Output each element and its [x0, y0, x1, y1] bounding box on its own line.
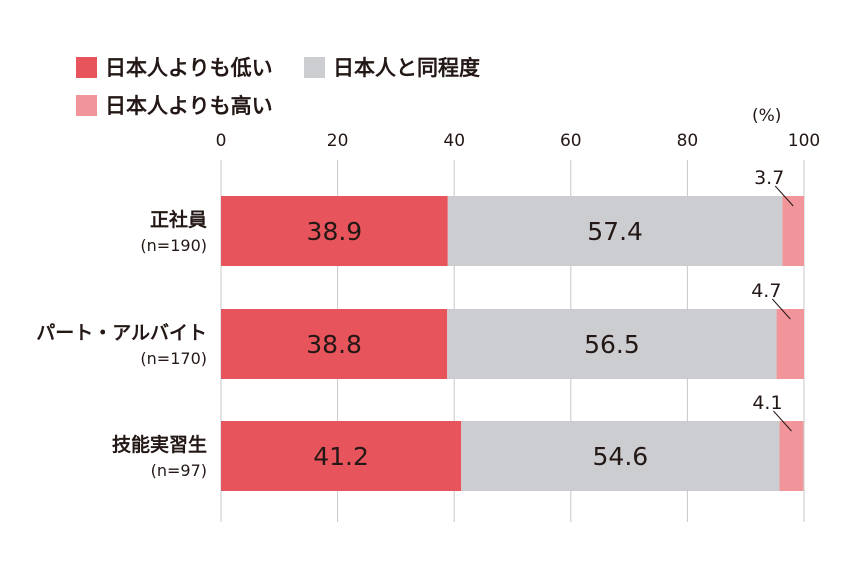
category-label: パート・アルバイト [36, 322, 207, 344]
legend-label-same: 日本人と同程度 [333, 56, 480, 80]
category-label: 技能実習生 [112, 433, 207, 456]
legend-label-lower: 日本人よりも低い [105, 56, 273, 80]
legend-swatch-higher [76, 94, 97, 116]
x-tick-label: 20 [327, 131, 349, 151]
legend-item-lower: 日本人よりも低い [76, 52, 273, 82]
category-label: 正社員 [150, 208, 207, 231]
legend-item-higher: 日本人よりも高い [76, 90, 273, 120]
bar-segment [447, 309, 777, 379]
x-tick-label: 80 [677, 131, 699, 151]
x-tick-label: 60 [560, 131, 582, 151]
legend-label-higher: 日本人よりも高い [105, 94, 273, 118]
bar-segment [461, 421, 780, 491]
bar-segment [447, 196, 783, 266]
data-label: 57.4 [587, 217, 643, 246]
bar-segment [776, 309, 804, 379]
data-label: 38.8 [306, 330, 362, 359]
legend-swatch-lower [76, 56, 97, 78]
legend-item-same: 日本人と同程度 [304, 52, 480, 82]
bar-segment [779, 421, 804, 491]
x-tick-label: 40 [443, 131, 465, 151]
data-label: 3.7 [754, 167, 784, 189]
category-n-label: (n=190) [140, 236, 207, 255]
bar-segment [221, 421, 462, 491]
leader-line [773, 410, 792, 432]
category-n-label: (n=170) [140, 349, 207, 368]
legend: 日本人よりも低い 日本人と同程度 日本人よりも高い [76, 52, 596, 124]
data-label: 38.9 [307, 217, 363, 246]
category-n-label: (n=97) [151, 461, 207, 480]
data-label: 54.6 [593, 442, 649, 471]
data-label: 41.2 [313, 442, 369, 471]
bar-segment [782, 196, 804, 266]
legend-swatch-same [304, 56, 325, 78]
unit-label: (%) [752, 106, 782, 126]
data-label: 4.1 [752, 392, 782, 414]
bar-segment [221, 196, 448, 266]
x-tick-label: 100 [788, 131, 820, 151]
x-tick-label: 0 [216, 131, 227, 151]
leader-line [774, 185, 794, 207]
leader-line [771, 298, 791, 320]
data-label: 4.7 [751, 280, 781, 302]
bar-segment [221, 309, 448, 379]
data-label: 56.5 [584, 330, 640, 359]
